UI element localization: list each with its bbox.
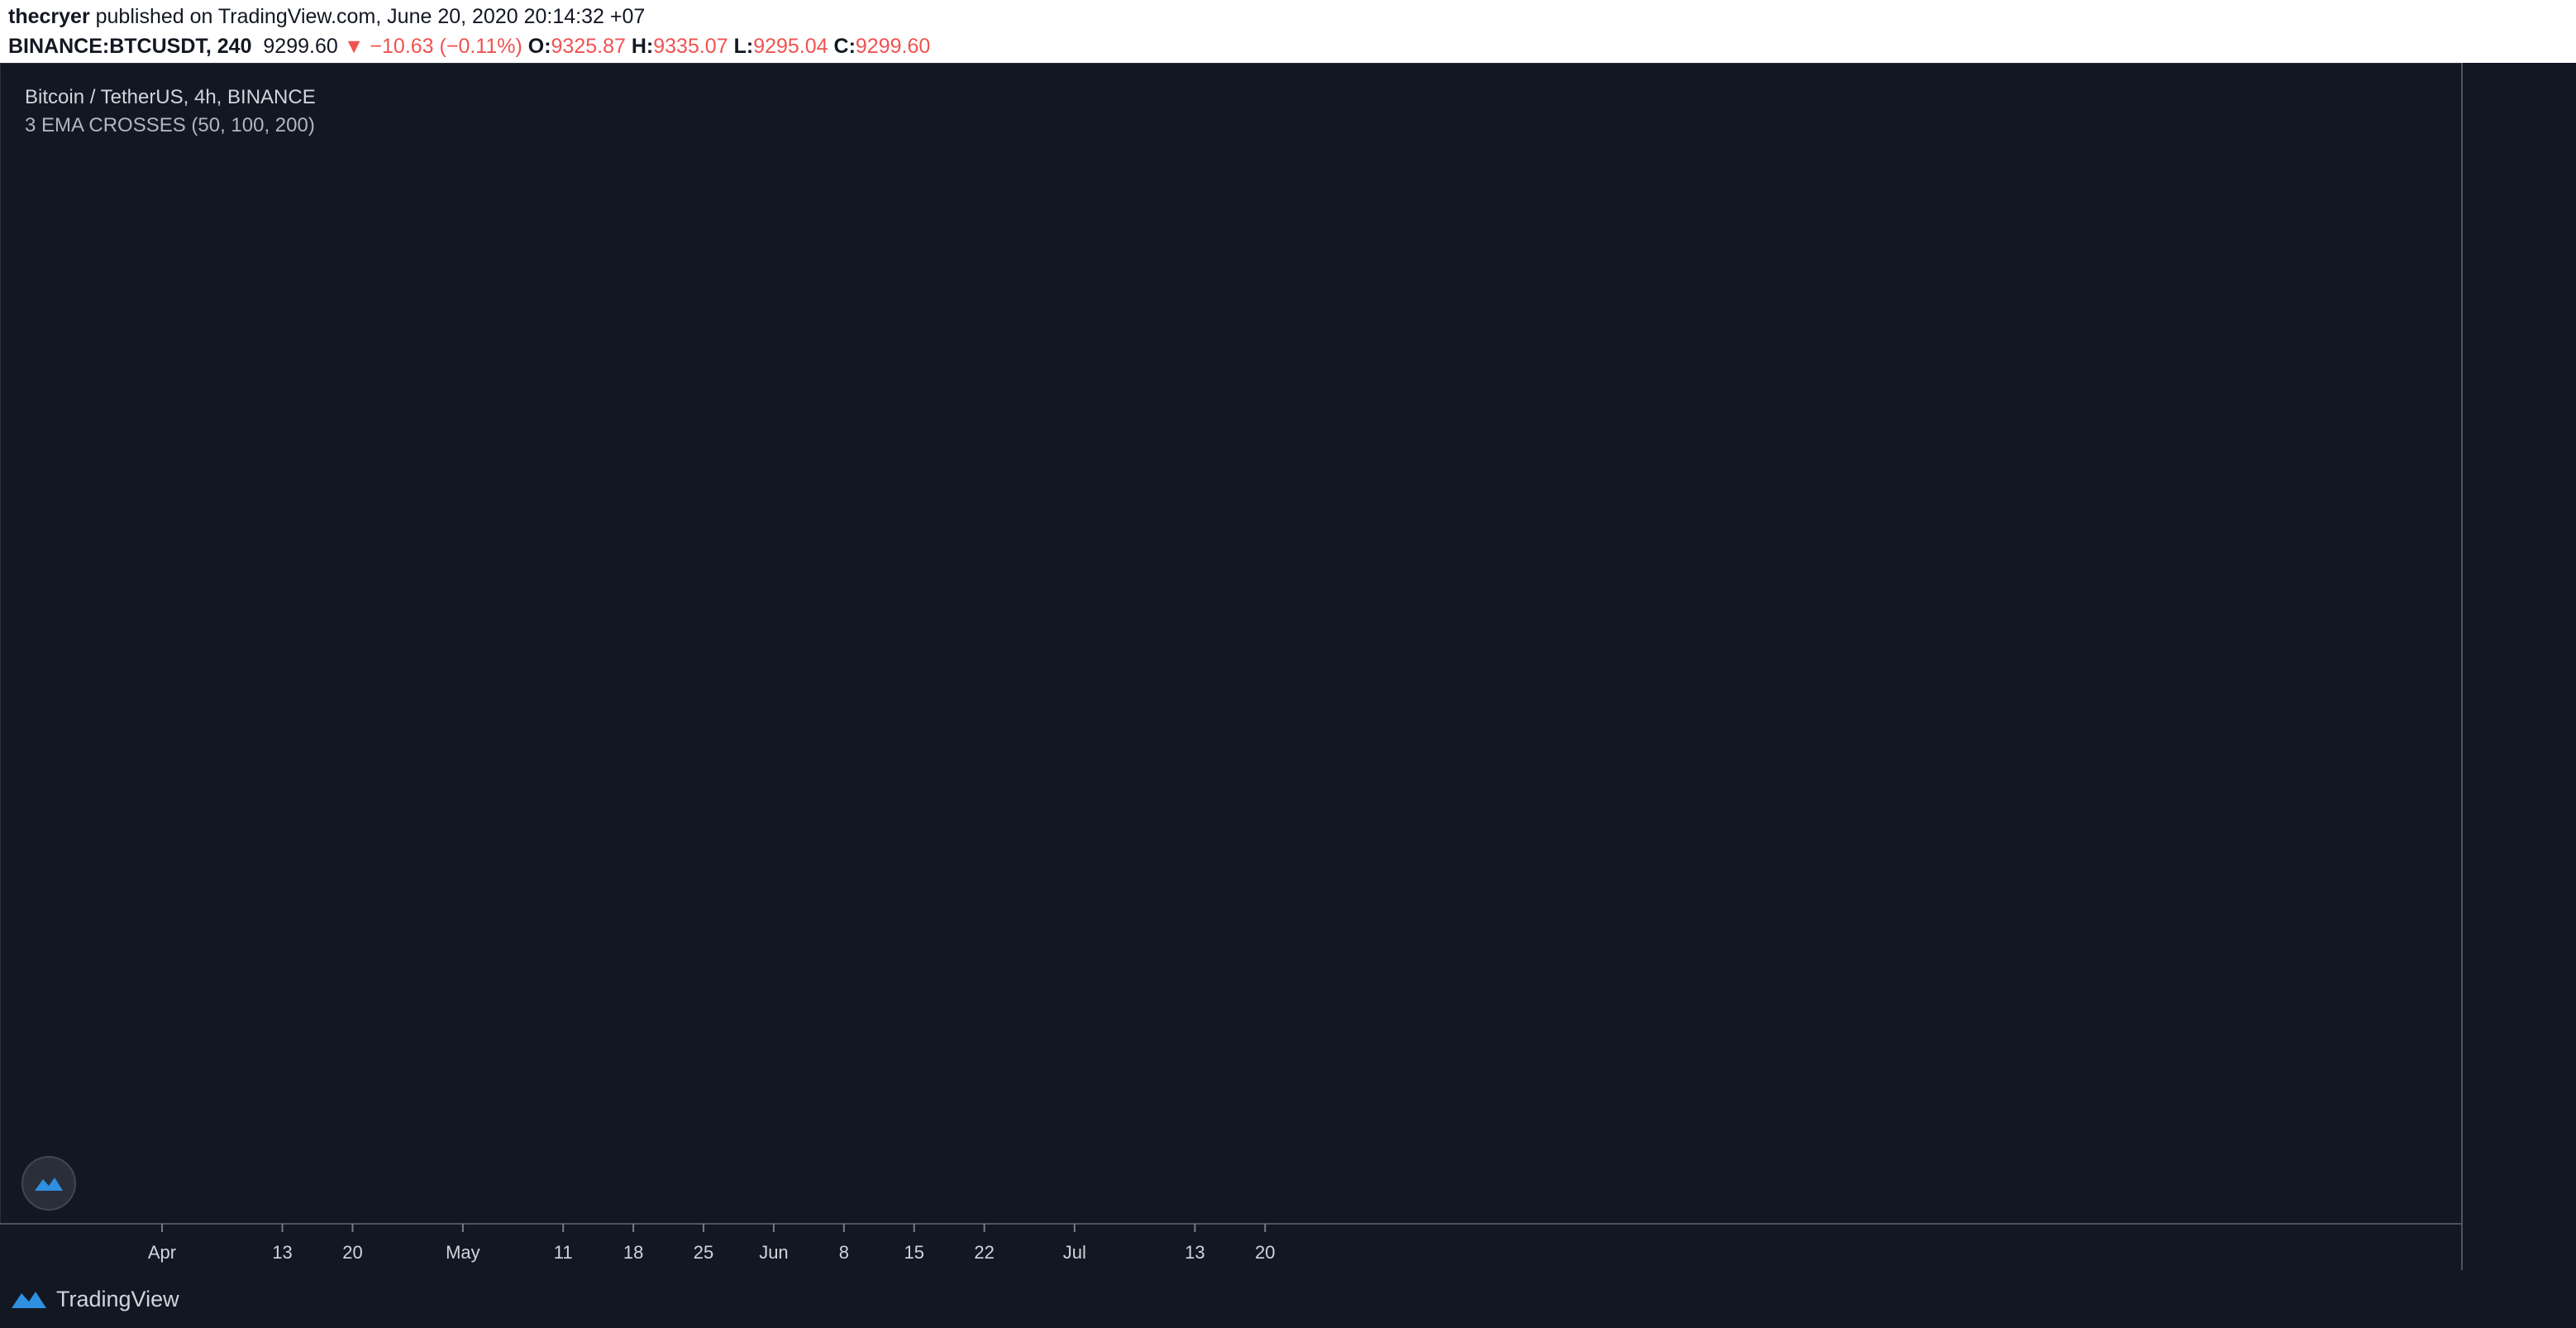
symbol-ohlc-line: BINANCE:BTCUSDT, 240 9299.60 ▼ −10.63 (−… <box>8 35 930 59</box>
open-value: 9325.87 <box>551 35 626 58</box>
x-tick-label: 11 <box>554 1242 573 1263</box>
chart-legend-title: Bitcoin / TetherUS, 4h, BINANCE <box>25 86 316 108</box>
price-change: ▼ −10.63 (−0.11%) <box>343 35 522 58</box>
x-tick-label: 15 <box>904 1242 924 1263</box>
x-tick-label: Apr <box>148 1242 176 1263</box>
x-tick-label: 18 <box>623 1242 643 1263</box>
x-tick-label: 13 <box>272 1242 292 1263</box>
plot-frame <box>0 62 2463 1225</box>
x-tick-label: 20 <box>1255 1242 1275 1263</box>
tradingview-logo-icon[interactable] <box>21 1156 76 1211</box>
open-label: O: <box>527 35 551 58</box>
chart-svg[interactable]: 11750.0011500.0011250.0011000.0010750.00… <box>0 62 2576 1270</box>
footer-brand[interactable]: TradingView <box>56 1287 179 1311</box>
low-label: L: <box>733 35 754 58</box>
footer-bar: TradingView <box>0 1270 2576 1328</box>
low-value: 9295.04 <box>753 35 828 58</box>
indicator-legend[interactable]: 3 EMA CROSSES (50, 100, 200) <box>25 114 315 136</box>
x-tick-label: 20 <box>342 1242 362 1263</box>
x-tick-label: May <box>446 1242 480 1263</box>
publish-header: thecryer published on TradingView.com, J… <box>0 0 2576 63</box>
x-tick-label: 13 <box>1185 1242 1205 1263</box>
x-tick-label: 8 <box>839 1242 849 1263</box>
publish-info: thecryer published on TradingView.com, J… <box>8 5 645 29</box>
x-tick-label: 22 <box>974 1242 994 1263</box>
high-value: 9335.07 <box>653 35 728 58</box>
last-price: 9299.60 <box>263 35 338 58</box>
close-label: C: <box>833 35 856 58</box>
x-tick-label: Jun <box>759 1242 788 1263</box>
chart-area[interactable]: 11750.0011500.0011250.0011000.0010750.00… <box>0 62 2576 1270</box>
symbol-name: BINANCE:BTCUSDT, 240 <box>8 35 252 58</box>
author-name[interactable]: thecryer <box>8 5 90 28</box>
x-tick-label: 25 <box>694 1242 713 1263</box>
tradingview-brand-icon <box>12 1292 46 1308</box>
high-label: H: <box>631 35 654 58</box>
close-value: 9299.60 <box>855 35 931 58</box>
x-tick-label: Jul <box>1063 1242 1086 1263</box>
published-text: published on TradingView.com, June 20, 2… <box>95 5 646 28</box>
